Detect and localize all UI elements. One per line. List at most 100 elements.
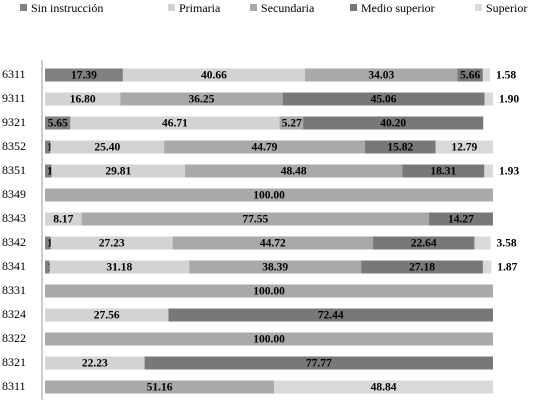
data-label: 12.79 bbox=[451, 142, 477, 154]
y-tick-label: 8349 bbox=[2, 187, 26, 201]
data-label: 48.84 bbox=[371, 382, 397, 394]
y-tick-label: 8311 bbox=[2, 379, 26, 393]
y-tick-label: 6311 bbox=[2, 67, 26, 81]
data-label: 36.25 bbox=[189, 94, 215, 106]
y-tick-label: 8324 bbox=[2, 307, 26, 321]
data-label: 29.81 bbox=[105, 166, 131, 178]
bar-segment bbox=[364, 140, 436, 154]
data-label: 5.65 bbox=[48, 118, 68, 130]
bar-segment bbox=[45, 164, 52, 178]
bar-segment bbox=[120, 92, 283, 106]
data-label: 44.79 bbox=[252, 142, 278, 154]
bar-segment bbox=[484, 92, 494, 106]
data-label: 17.39 bbox=[71, 70, 97, 82]
y-tick-label: 8322 bbox=[2, 331, 26, 345]
bar-segment bbox=[402, 164, 485, 178]
bar-segment bbox=[45, 140, 51, 154]
bar-segment bbox=[122, 68, 306, 82]
data-label: 14.27 bbox=[448, 214, 474, 226]
data-label: 45.06 bbox=[371, 94, 397, 106]
y-tick-label: 8342 bbox=[2, 235, 26, 249]
legend-label: Secundaria bbox=[261, 1, 315, 15]
bar-segment bbox=[45, 380, 275, 394]
data-label: 51.16 bbox=[147, 382, 173, 394]
legend-label: Medio superior bbox=[361, 1, 435, 15]
data-label: 22.64 bbox=[411, 238, 437, 250]
bar-segment bbox=[45, 284, 493, 298]
data-label: 25.40 bbox=[94, 142, 120, 154]
data-label: 18.31 bbox=[430, 166, 456, 178]
data-label: 72.44 bbox=[318, 310, 344, 322]
data-label: 48.48 bbox=[281, 166, 307, 178]
bar-segment bbox=[49, 260, 190, 274]
data-label: 77.55 bbox=[242, 214, 268, 226]
bar-segment bbox=[45, 188, 493, 202]
bar-segment bbox=[303, 116, 484, 130]
y-tick-label: 8331 bbox=[2, 283, 26, 297]
bar-segment bbox=[45, 116, 71, 130]
bar-segment bbox=[274, 380, 493, 394]
bar-segment bbox=[45, 212, 82, 226]
y-tick-label: 9311 bbox=[2, 91, 26, 105]
data-label: 44.72 bbox=[260, 238, 286, 250]
data-label: 1.87 bbox=[497, 262, 517, 274]
legend-swatch bbox=[168, 4, 175, 11]
bar-segment bbox=[45, 68, 123, 82]
data-label: 1.58 bbox=[496, 70, 516, 82]
bar-segment bbox=[164, 140, 365, 154]
bar-segment bbox=[45, 92, 121, 106]
bar-segment bbox=[144, 356, 493, 370]
data-label: 27.23 bbox=[99, 238, 125, 250]
data-label: 34.03 bbox=[368, 70, 394, 82]
bar-segment bbox=[457, 68, 483, 82]
bar-segment bbox=[435, 140, 493, 154]
bar-segment bbox=[45, 332, 493, 346]
data-label: 8.17 bbox=[53, 214, 73, 226]
bar-segment bbox=[50, 236, 173, 250]
bar-segment bbox=[282, 92, 485, 106]
bar-segment bbox=[45, 260, 50, 274]
data-label: 1.93 bbox=[499, 166, 519, 178]
data-label: 100.00 bbox=[253, 190, 285, 202]
data-label: 27.56 bbox=[94, 310, 120, 322]
bar-segment bbox=[482, 68, 490, 82]
legend-swatch bbox=[350, 4, 357, 11]
bar-segment bbox=[51, 164, 186, 178]
legend-swatch bbox=[20, 4, 27, 11]
legend-label: Primaria bbox=[179, 1, 221, 15]
legend-label: Sin instrucción bbox=[31, 1, 103, 15]
bar-segment bbox=[305, 68, 458, 82]
y-tick-label: 8341 bbox=[2, 259, 26, 273]
bar-segment bbox=[81, 212, 430, 226]
data-label: 22.23 bbox=[82, 358, 108, 370]
data-label: 5.66 bbox=[460, 70, 480, 82]
bar-segment bbox=[189, 260, 362, 274]
legend-label: Superior bbox=[486, 1, 527, 15]
y-tick-label: 8343 bbox=[2, 211, 26, 225]
bar-segment bbox=[70, 116, 280, 130]
bar-segment bbox=[279, 116, 304, 130]
y-tick-label: 9321 bbox=[2, 115, 26, 129]
data-label: 46.71 bbox=[162, 118, 188, 130]
data-label: 1.90 bbox=[499, 94, 519, 106]
bar-segment bbox=[361, 260, 483, 274]
legend-swatch bbox=[475, 4, 482, 11]
data-label: 31.18 bbox=[106, 262, 132, 274]
bar-segment bbox=[429, 212, 493, 226]
bar-segment bbox=[373, 236, 475, 250]
y-tick-label: 8352 bbox=[2, 139, 26, 153]
data-label: 100.00 bbox=[253, 286, 285, 298]
bar-segment bbox=[484, 164, 493, 178]
data-label: 3.58 bbox=[496, 238, 516, 250]
legend-swatch bbox=[250, 4, 257, 11]
y-tick-label: 8321 bbox=[2, 355, 26, 369]
data-label: 15.82 bbox=[387, 142, 413, 154]
y-tick-label: 8351 bbox=[2, 163, 26, 177]
bar-segment bbox=[482, 260, 492, 274]
data-label: 27.18 bbox=[409, 262, 435, 274]
data-label: 16.80 bbox=[70, 94, 96, 106]
bar-segment bbox=[168, 308, 493, 322]
bar-segment bbox=[45, 356, 145, 370]
